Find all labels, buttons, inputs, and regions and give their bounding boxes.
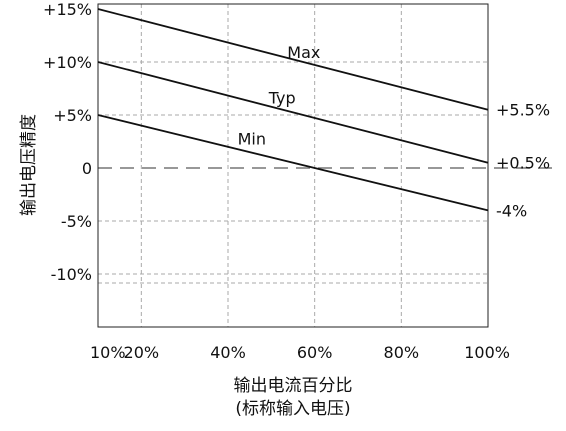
plot-frame <box>97 3 489 328</box>
y-tick-label-4: -5% <box>61 212 92 231</box>
series-layer: Max +5.5% Typ +0.5% Min -4% <box>97 8 550 220</box>
series-end-label-min: -4% <box>496 201 527 220</box>
x-tick-label-4: 80% <box>384 343 420 362</box>
x-tick-label-0: 10% <box>90 343 126 362</box>
x-axis-sublabel: (标称输入电压) <box>235 399 350 419</box>
series-line-min <box>97 114 489 212</box>
series-name-max: Max <box>287 43 320 62</box>
x-tick-label-5: 100% <box>464 343 510 362</box>
x-tick-label-1: 20% <box>124 343 160 362</box>
x-tick-label-2: 40% <box>210 343 246 362</box>
y-tick-label-1: +10% <box>43 53 92 72</box>
y-tick-label-5: -10% <box>51 265 92 284</box>
series-name-typ: Typ <box>268 88 296 107</box>
grid-lines <box>98 4 560 327</box>
y-tick-labels: +15% +10% +5% 0 -5% -10% <box>43 0 92 284</box>
series-line-typ <box>97 61 489 164</box>
x-tick-labels: 10%20% 40% 60% 80% 100% <box>90 343 510 362</box>
y-tick-label-0: +15% <box>43 0 92 19</box>
x-tick-label-3: 60% <box>297 343 333 362</box>
y-axis-label: 输出电压精度 <box>19 114 39 216</box>
series-name-min: Min <box>238 130 266 149</box>
x-axis-label: 输出电流百分比 <box>234 376 353 396</box>
series-line-max <box>97 8 489 111</box>
y-tick-label-2: +5% <box>53 106 92 125</box>
series-end-label-max: +5.5% <box>496 101 550 120</box>
series-end-label-typ: +0.5% <box>496 154 550 173</box>
y-tick-label-3: 0 <box>82 159 92 178</box>
